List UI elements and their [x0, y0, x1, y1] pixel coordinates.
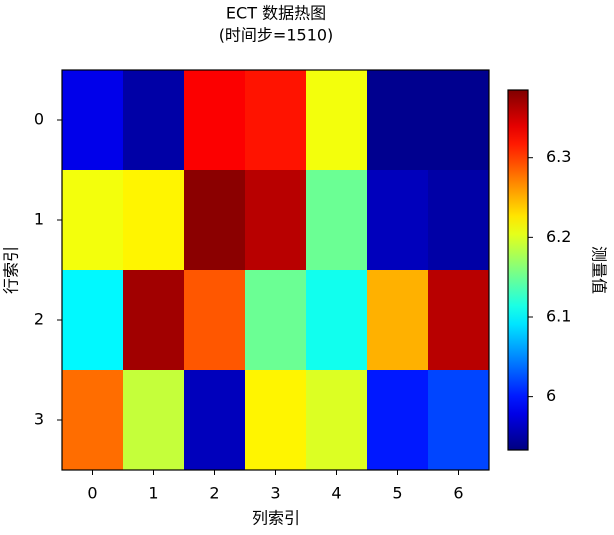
heatmap-cell	[62, 170, 124, 271]
heatmap-cell	[428, 70, 490, 171]
heatmap-cell	[62, 270, 124, 371]
heatmap-cell	[123, 170, 185, 271]
colorbar-tick-label: 6.2	[546, 227, 571, 246]
heatmap-cell	[306, 70, 368, 171]
y-tick-label: 0	[34, 110, 44, 129]
colorbar	[507, 89, 529, 451]
colorbar-tick-label: 6.3	[546, 147, 571, 166]
heatmap-cell	[245, 370, 307, 471]
heatmap-cell	[184, 270, 246, 371]
chart-subtitle: (时间步=1510)	[219, 26, 334, 45]
heatmap-cell	[306, 370, 368, 471]
heatmap-cell	[245, 170, 307, 271]
heatmap-cell	[367, 70, 429, 171]
colorbar-label: 测量值	[590, 246, 609, 294]
y-tick-label: 2	[34, 310, 44, 329]
heatmap-cell	[123, 270, 185, 371]
chart-title: ECT 数据热图	[226, 4, 326, 23]
heatmap-cell	[184, 70, 246, 171]
heatmap-cell	[245, 70, 307, 171]
colorbar-tick-label: 6.1	[546, 306, 571, 325]
heatmap-cell	[428, 270, 490, 371]
y-tick-label: 1	[34, 210, 44, 229]
y-tick-label: 3	[34, 410, 44, 429]
heatmap-cell	[184, 170, 246, 271]
heatmap-cell	[184, 370, 246, 471]
x-tick-label: 3	[270, 484, 280, 503]
x-tick-label: 4	[331, 484, 341, 503]
heatmap-cell	[306, 170, 368, 271]
heatmap-cell	[367, 270, 429, 371]
heatmap-cell	[123, 70, 185, 171]
x-tick-label: 0	[87, 484, 97, 503]
heatmap-cell	[62, 370, 124, 471]
heatmap-cell	[428, 170, 490, 271]
heatmap-cell	[428, 370, 490, 471]
heatmap-cell	[306, 270, 368, 371]
y-axis-label: 行索引	[2, 246, 21, 294]
heatmap-cell	[62, 70, 124, 171]
heatmap-cell	[123, 370, 185, 471]
x-tick-label: 6	[453, 484, 463, 503]
x-tick-label: 1	[148, 484, 158, 503]
x-tick-label: 2	[209, 484, 219, 503]
heatmap-cell	[367, 370, 429, 471]
colorbar-tick-label: 6	[546, 386, 556, 405]
x-axis-label: 列索引	[252, 509, 300, 528]
heatmap-cell	[367, 170, 429, 271]
x-tick-label: 5	[392, 484, 402, 503]
heatmap-cell	[245, 270, 307, 371]
